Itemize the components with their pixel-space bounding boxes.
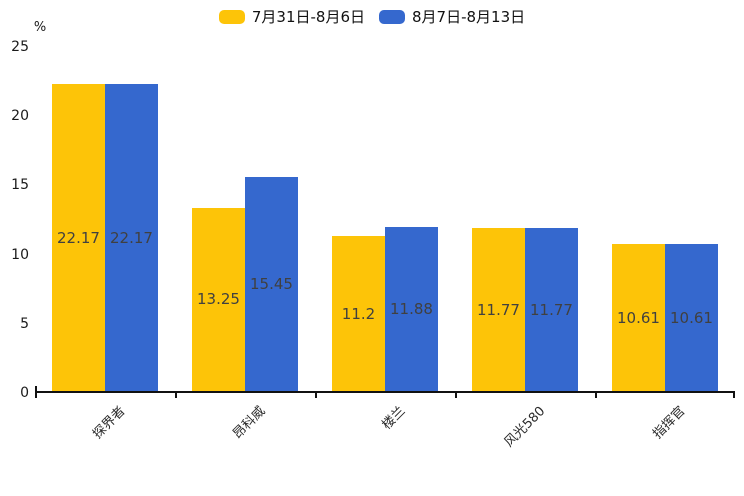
bar-week1: 11.77 bbox=[472, 228, 525, 391]
bar-week1: 13.25 bbox=[192, 207, 245, 391]
y-tick-label: 5 bbox=[20, 315, 29, 332]
y-axis-stub bbox=[35, 386, 37, 391]
x-axis-tick bbox=[35, 393, 37, 398]
x-category-label: 指挥官 bbox=[650, 403, 689, 443]
bar-value-label: 11.2 bbox=[341, 304, 376, 323]
legend-item-week2[interactable]: 8月7日-8月13日 bbox=[379, 8, 525, 26]
legend-swatch-yellow bbox=[218, 10, 245, 24]
y-tick-label: 10 bbox=[11, 246, 29, 263]
bar-value-label: 13.25 bbox=[197, 290, 240, 309]
bar-value-label: 10.61 bbox=[617, 308, 660, 327]
y-tick-label: 20 bbox=[11, 108, 29, 125]
bar-week1: 11.2 bbox=[332, 236, 385, 391]
bar-week2: 15.45 bbox=[245, 177, 298, 391]
x-axis-tick bbox=[175, 393, 177, 398]
bar-week2: 11.77 bbox=[525, 228, 578, 391]
x-axis-tick bbox=[315, 393, 317, 398]
legend-swatch-blue bbox=[379, 10, 405, 24]
y-axis-unit-label: % bbox=[33, 20, 47, 35]
x-category-label: 风光580 bbox=[501, 403, 549, 451]
x-axis-tick bbox=[595, 393, 597, 398]
x-category-label: 探界者 bbox=[90, 403, 129, 443]
bar-value-label: 11.88 bbox=[390, 299, 433, 318]
bar-week1: 22.17 bbox=[52, 84, 105, 391]
x-category-label: 楼兰 bbox=[379, 403, 409, 433]
y-tick-label: 25 bbox=[11, 39, 29, 55]
y-tick-label: 0 bbox=[20, 385, 29, 401]
bar-value-label: 22.17 bbox=[110, 228, 153, 247]
x-axis-tick bbox=[455, 393, 457, 398]
bar-value-label: 22.17 bbox=[57, 228, 100, 247]
bar-value-label: 11.77 bbox=[477, 300, 520, 319]
y-tick-label: 15 bbox=[11, 177, 29, 194]
bar-week2: 22.17 bbox=[105, 84, 158, 391]
bar-week1: 10.61 bbox=[612, 244, 665, 391]
legend-label: 7月31日-8月6日 bbox=[251, 8, 365, 26]
bar-week2: 11.88 bbox=[385, 226, 438, 391]
legend: 7月31日-8月6日 8月7日-8月13日 bbox=[0, 8, 744, 26]
x-axis-tick bbox=[733, 393, 735, 398]
plot-area: 0 5 10 15 20 25 22.17 22.17 探界者 13.25 15.45 昂科威 11.2… bbox=[11, 39, 735, 450]
bar-week2: 10.61 bbox=[665, 244, 718, 391]
legend-label: 8月7日-8月13日 bbox=[412, 8, 526, 26]
legend-item-week1[interactable]: 7月31日-8月6日 bbox=[218, 8, 365, 26]
bar-value-label: 11.77 bbox=[530, 300, 573, 319]
bar-value-label: 15.45 bbox=[250, 275, 293, 294]
x-category-label: 昂科威 bbox=[230, 403, 269, 443]
bar-value-label: 10.61 bbox=[670, 308, 713, 327]
